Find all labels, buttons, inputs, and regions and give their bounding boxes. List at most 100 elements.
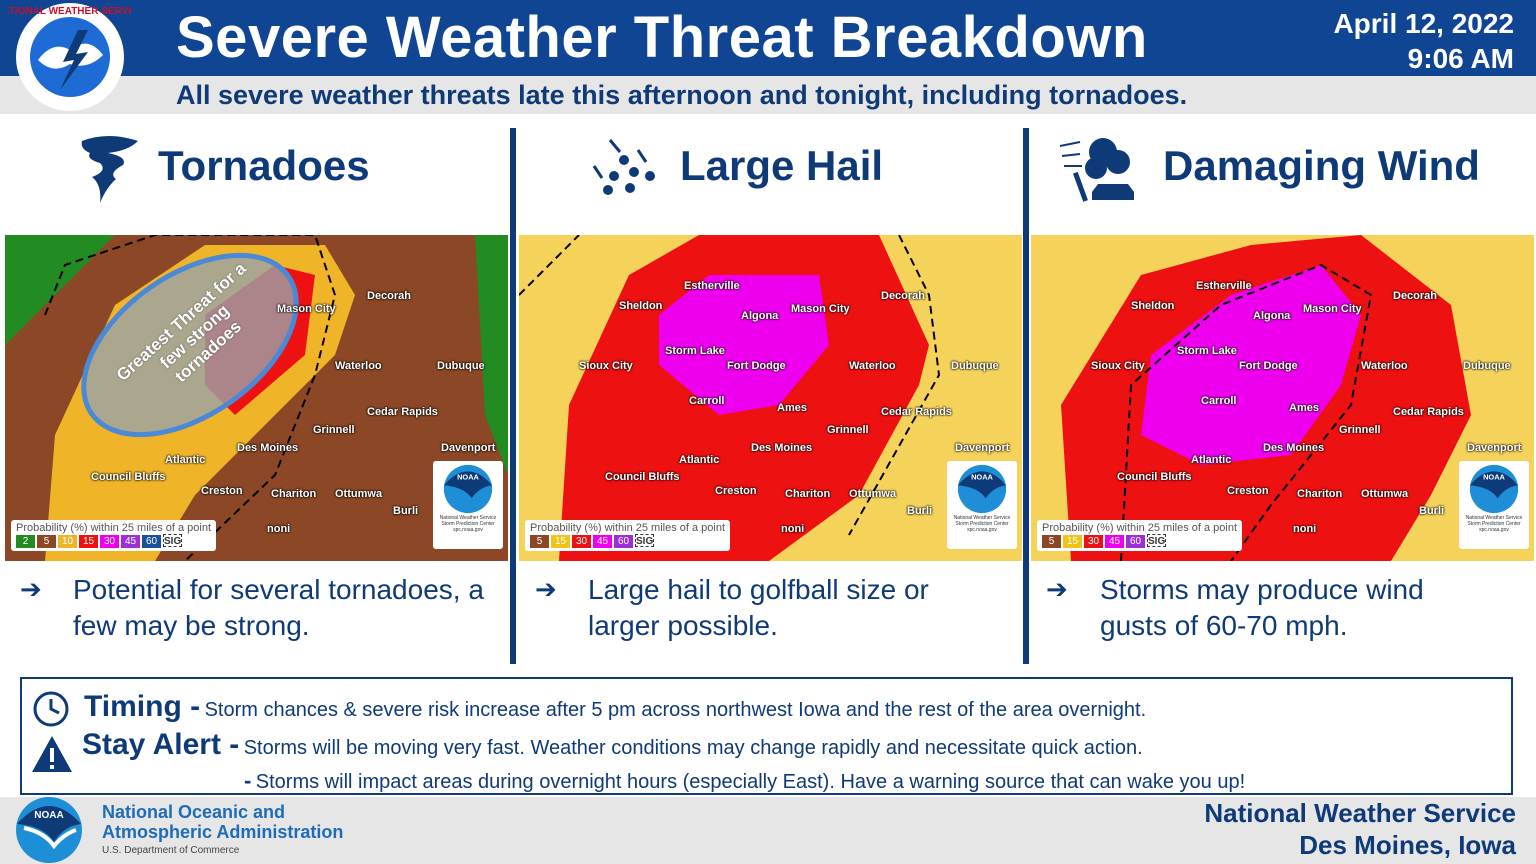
spc-line: spc.noaa.gov [1479, 527, 1509, 533]
city-label: Grinnell [827, 424, 869, 436]
city-label: Ottumwa [335, 488, 383, 500]
alert-text-2: Storms will impact areas during overnigh… [255, 771, 1246, 793]
alert-dash: - [244, 768, 252, 793]
city-label: Decorah [367, 290, 412, 302]
spc-line: National Weather Service [953, 515, 1011, 521]
city-label: Council Bluffs [605, 471, 680, 483]
city-label: Burli [393, 505, 419, 517]
city-label: noni [781, 523, 805, 535]
city-label: Burli [907, 505, 933, 517]
city-label: Decorah [881, 290, 926, 302]
city-label: Storm Lake [665, 345, 725, 357]
wind-summary: Storms may produce wind gusts of 60-70 m… [1100, 574, 1424, 641]
probability-legend: Probability (%) within 25 miles of a poi… [525, 520, 731, 551]
probability-legend: Probability (%) within 25 miles of a poi… [11, 520, 217, 551]
city-label: noni [267, 523, 291, 535]
alert-text-1: Storms will be moving very fast. Weather… [243, 737, 1143, 759]
tornado-outlook-map: Greatest Threat for a few strong tornado… [5, 235, 508, 561]
city-label: Council Bluffs [1117, 471, 1192, 483]
legend-swatch: 5 [530, 535, 549, 548]
noaa-dept: U.S. Department of Commerce [102, 845, 240, 856]
svg-text:NOAA: NOAA [1483, 473, 1505, 482]
wind-damage-icon [1059, 138, 1134, 202]
city-label: Dubuque [1463, 360, 1511, 372]
alert-label: Stay Alert - [82, 728, 240, 761]
panel-title-wind: Damaging Wind [1163, 142, 1480, 189]
probability-legend: Probability (%) within 25 miles of a poi… [1037, 520, 1243, 551]
hail-summary: Large hail to golfball size or larger po… [588, 574, 929, 641]
legend-swatch: 15 [79, 535, 98, 548]
city-label: Davenport [955, 442, 1010, 454]
spc-line: Storm Prediction Center [1467, 521, 1521, 527]
legend-title: Probability (%) within 25 miles of a poi… [1042, 522, 1238, 534]
spc-line: National Weather Service [439, 515, 497, 521]
city-label: Cedar Rapids [1393, 406, 1464, 418]
legend-swatch: 60 [142, 535, 161, 548]
legend-swatch: 45 [121, 535, 140, 548]
legend-swatch: 60 [614, 535, 633, 548]
city-label: Creston [201, 485, 243, 497]
spc-badge: NOAA National Weather Service Storm Predic… [1459, 461, 1529, 549]
legend-swatch: 5 [37, 535, 56, 548]
nws-logo: NATIONAL WEATHER SERVICE [8, 3, 132, 111]
header-bar [0, 0, 1536, 76]
city-label: Cedar Rapids [881, 406, 952, 418]
bullet-arrow-icon: ➔ [535, 574, 557, 604]
details-box [20, 677, 1513, 795]
clock-icon [33, 691, 69, 727]
legend-swatch: 45 [593, 535, 612, 548]
city-label: Creston [1227, 485, 1269, 497]
city-label: Algona [741, 310, 779, 322]
noaa-name: National Oceanic and Atmospheric Administ… [102, 802, 343, 842]
city-label: Sioux City [579, 360, 633, 372]
panel-divider [1023, 128, 1029, 664]
city-label: Des Moines [751, 442, 813, 454]
bullet-arrow-icon: ➔ [20, 574, 42, 604]
issue-datetime: April 12, 2022 9:06 AM [1333, 6, 1514, 76]
legend-title: Probability (%) within 25 miles of a poi… [16, 522, 212, 534]
page-subtitle: All severe weather threats late this aft… [176, 80, 1188, 110]
city-label: Grinnell [313, 424, 355, 436]
spc-line: National Weather Service [1465, 515, 1523, 521]
legend-swatch: 45 [1105, 535, 1124, 548]
legend-swatch: 30 [100, 535, 119, 548]
city-label: Chariton [785, 488, 831, 500]
city-label: Fort Dodge [1239, 360, 1298, 372]
city-label: Sioux City [1091, 360, 1145, 372]
city-label: Des Moines [1263, 442, 1325, 454]
noaa-line1: National Oceanic and [102, 802, 286, 822]
city-label: Creston [715, 485, 757, 497]
bullet-arrow-icon: ➔ [1046, 574, 1068, 604]
city-label: Dubuque [437, 360, 485, 372]
city-label: Sheldon [619, 300, 663, 312]
issue-time: 9:06 AM [1407, 43, 1514, 74]
city-label: Carroll [689, 395, 725, 407]
city-label: Carroll [1201, 395, 1237, 407]
spc-line: spc.noaa.gov [453, 527, 483, 533]
city-label: Ames [1289, 402, 1319, 414]
spc-badge: NOAA National Weather Service Storm Predic… [947, 461, 1017, 549]
svg-text:NOAA: NOAA [34, 810, 63, 821]
spc-line: Storm Prediction Center [441, 521, 495, 527]
issue-date: April 12, 2022 [1333, 8, 1514, 39]
spc-line: spc.noaa.gov [967, 527, 997, 533]
page-title: Severe Weather Threat Breakdown [176, 5, 1148, 70]
city-label: Mason City [791, 303, 850, 315]
city-label: Algona [1253, 310, 1291, 322]
legend-swatch: 60 [1126, 535, 1145, 548]
city-label: Sheldon [1131, 300, 1175, 312]
panel-divider [510, 128, 516, 664]
city-label: Atlantic [1191, 454, 1232, 466]
noaa-line2: Atmospheric Administration [102, 822, 344, 842]
city-label: Mason City [277, 303, 336, 315]
city-label: Atlantic [165, 454, 206, 466]
city-label: Des Moines [237, 442, 299, 454]
city-label: Decorah [1393, 290, 1438, 302]
city-label: Waterloo [1361, 360, 1408, 372]
legend-sig-swatch: SIG [635, 534, 654, 547]
svg-text:NOAA: NOAA [457, 473, 479, 482]
timing-row: Timing - Storm chances & severe risk inc… [84, 690, 1146, 724]
legend-swatch: 15 [551, 535, 570, 548]
legend-swatch: 10 [58, 535, 77, 548]
warning-icon [32, 736, 72, 772]
